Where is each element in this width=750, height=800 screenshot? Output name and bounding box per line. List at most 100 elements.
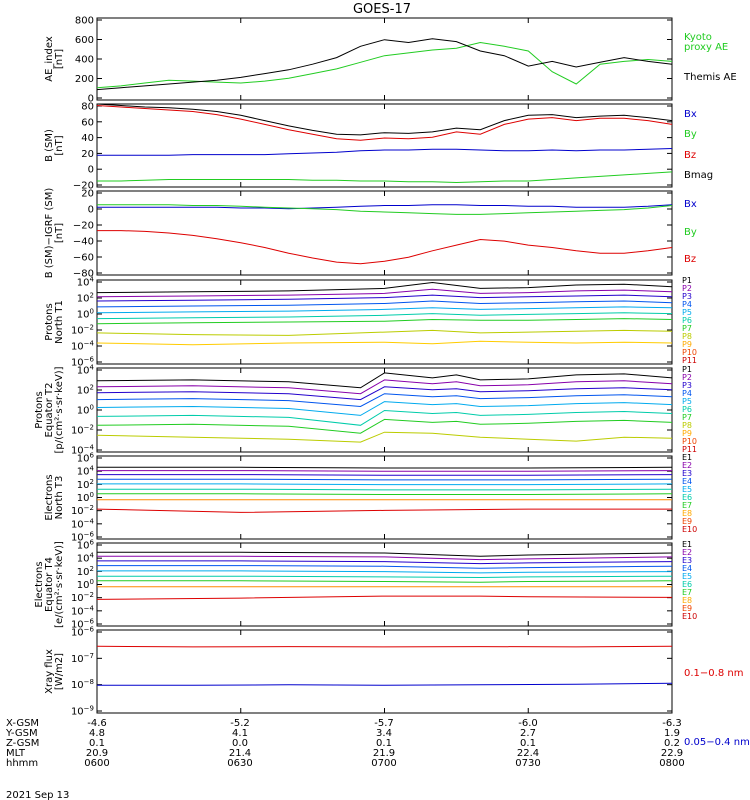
panel-frame bbox=[96, 17, 673, 101]
series-line: Bz bbox=[97, 230, 673, 265]
series-line: E4 bbox=[97, 478, 673, 481]
y-tick-label: 10−4 bbox=[71, 604, 95, 617]
y-axis-label: [W/m2] bbox=[54, 653, 65, 690]
y-tick-label: −60 bbox=[73, 253, 94, 264]
y-tick-label: 200 bbox=[75, 74, 94, 85]
y-tick-label: 10−7 bbox=[71, 652, 94, 665]
series-line: P7 bbox=[96, 318, 673, 325]
series-line: E4 bbox=[97, 565, 673, 569]
footer-value: -5.7 bbox=[374, 718, 394, 729]
series-line: By bbox=[97, 204, 673, 215]
y-axis-label: Electrons bbox=[44, 474, 55, 520]
y-tick-label: 80 bbox=[81, 102, 94, 113]
series-line: P7 bbox=[96, 418, 673, 434]
legend-label: Bx bbox=[684, 109, 697, 120]
y-axis-label: Equator T4 bbox=[44, 557, 55, 612]
legend-label: E2 bbox=[682, 461, 692, 470]
legend-label: P1 bbox=[682, 276, 692, 285]
y-axis-label: Equator T2 bbox=[44, 383, 55, 438]
figure-title: GOES-17 bbox=[353, 2, 411, 17]
panel-frame bbox=[96, 190, 673, 276]
y-tick-label: 102 bbox=[77, 565, 94, 578]
y-tick-label: 20 bbox=[81, 149, 94, 160]
series-line: E7 bbox=[97, 580, 673, 583]
y-tick-label: 104 bbox=[77, 552, 95, 565]
y-tick-label: 10−8 bbox=[71, 678, 94, 691]
series-line: P6 bbox=[96, 312, 673, 320]
y-axis-label: AE_index bbox=[44, 36, 55, 82]
footer-value: 0630 bbox=[227, 758, 252, 769]
legend-label: E8 bbox=[682, 509, 692, 518]
legend-label: E10 bbox=[682, 525, 697, 534]
series-line: P2 bbox=[96, 379, 673, 395]
y-axis-label: [p/(cm²·s·sr·keV)] bbox=[54, 366, 65, 453]
legend-label: P5 bbox=[682, 308, 692, 317]
legend-label: By bbox=[684, 227, 697, 238]
series-line: P2 bbox=[96, 288, 673, 298]
y-tick-label: −20 bbox=[73, 181, 94, 192]
y-tick-label: 104 bbox=[77, 276, 95, 289]
series-line: P8 bbox=[96, 329, 673, 336]
footer-value: -5.2 bbox=[230, 718, 250, 729]
series-line: P3 bbox=[96, 294, 673, 302]
series-line: P4 bbox=[96, 393, 673, 408]
y-tick-label: 0 bbox=[88, 94, 94, 105]
legend-label: P6 bbox=[682, 405, 692, 414]
y-tick-label: 10−9 bbox=[71, 705, 94, 718]
y-tick-label: 10−2 bbox=[71, 424, 94, 437]
series-line: P9 bbox=[96, 340, 673, 346]
footer-value: -6.3 bbox=[662, 718, 682, 729]
date-label: 2021 Sep 13 bbox=[6, 790, 69, 800]
footer-value: 0600 bbox=[84, 758, 109, 769]
y-tick-label: −20 bbox=[73, 221, 94, 232]
footer-row-label: Z-GSM bbox=[6, 738, 39, 749]
y-tick-label: 100 bbox=[77, 491, 94, 504]
footer-row-label: Y-GSM bbox=[5, 728, 38, 739]
y-tick-label: −80 bbox=[73, 269, 94, 280]
footer-value: 21.4 bbox=[229, 748, 251, 759]
series-line: E9 bbox=[96, 508, 672, 513]
footer-value: 0.1 bbox=[89, 738, 105, 749]
series-line: P1 bbox=[96, 281, 673, 294]
legend-label: P2 bbox=[682, 373, 692, 382]
legend-label: P3 bbox=[682, 381, 692, 390]
y-tick-label: 0 bbox=[88, 205, 94, 216]
series-line: Bz bbox=[96, 105, 673, 141]
legend-label: Bz bbox=[684, 254, 696, 265]
y-tick-label: 0 bbox=[88, 165, 94, 176]
series-line: Bx bbox=[97, 148, 673, 156]
y-tick-label: 10−6 bbox=[71, 356, 95, 369]
legend-label: E4 bbox=[682, 564, 692, 573]
legend-label: 0.05−0.4 nm bbox=[684, 737, 750, 748]
y-tick-label: 10−6 bbox=[71, 618, 95, 631]
footer-value: 0800 bbox=[659, 758, 684, 769]
y-axis-label: North T3 bbox=[54, 476, 65, 520]
y-tick-label: 100 bbox=[77, 308, 94, 321]
legend-label: P7 bbox=[682, 413, 692, 422]
series-line: P4 bbox=[96, 300, 673, 308]
y-tick-label: 102 bbox=[77, 478, 94, 491]
legend-label: E4 bbox=[682, 477, 692, 486]
legend-label: E6 bbox=[682, 493, 692, 502]
series-line: P6 bbox=[96, 409, 673, 426]
footer-value: -6.0 bbox=[518, 718, 538, 729]
footer-value: 0.1 bbox=[376, 738, 392, 749]
legend-label: Bmag bbox=[684, 170, 713, 181]
legend-label: E9 bbox=[682, 517, 692, 526]
legend-label: P11 bbox=[682, 445, 697, 454]
legend-label: E5 bbox=[682, 572, 692, 581]
y-tick-label: 106 bbox=[77, 452, 95, 465]
panel-frame bbox=[96, 542, 673, 627]
series-line: E7 bbox=[97, 493, 673, 495]
series-line: Kyoto proxy AE bbox=[96, 41, 673, 89]
footer-value: 4.8 bbox=[89, 728, 105, 739]
legend-label: P9 bbox=[682, 340, 692, 349]
series-line: E5 bbox=[97, 483, 673, 486]
footer-coordinates: X-GSMY-GSMZ-GSMMLThhmm-4.64.80.120.90600… bbox=[5, 718, 685, 769]
